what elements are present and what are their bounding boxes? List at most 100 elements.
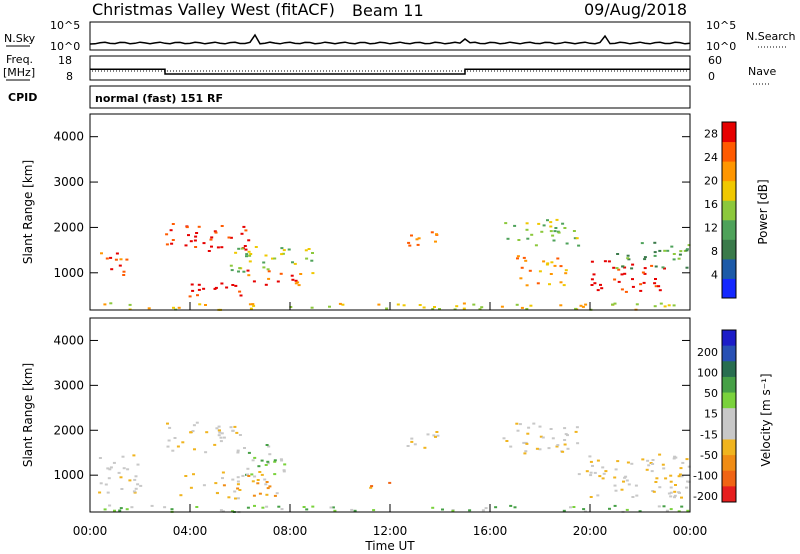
power-scatter-cell (262, 266, 266, 269)
velocity-scatter-cell (241, 474, 245, 477)
power-scatter-cell (573, 237, 577, 240)
power-scatter-cell (189, 240, 193, 243)
power-scatter-cell (620, 273, 624, 276)
power-scatter-cell (542, 260, 546, 263)
velocity-scatter-cell (311, 505, 315, 508)
power-scatter-cell (654, 285, 658, 288)
station-title: Christmas Valley West (fitACF) (92, 0, 335, 19)
power-scatter-cell (216, 246, 220, 249)
power-scatter-cell (417, 237, 421, 240)
noise-panel: N.Sky 10^5 10^0 10^5 10^0 N.Search (4, 19, 796, 53)
velocity-scatter-cell (260, 473, 264, 476)
velocity-scatter-cell (106, 467, 110, 470)
power-scatter-cell (240, 247, 244, 250)
velocity-scatter-cell (184, 475, 188, 477)
power-scatter-cell (237, 247, 241, 250)
power-scatter-cell (590, 284, 594, 286)
velocity-scatter-cell (221, 471, 225, 474)
power-scatter-cell (110, 268, 114, 271)
power-scatter-cell (171, 239, 175, 241)
velocity-scatter-cell (181, 441, 185, 444)
xtick-label: 00:00 (673, 524, 708, 538)
power-scatter-cell (252, 304, 256, 307)
velocity-scatter-cell (302, 506, 306, 508)
power-scatter-cell (267, 277, 271, 280)
velocity-scatter-cell (494, 506, 498, 509)
power-scatter-cell (231, 284, 235, 286)
velocity-scatter-cell (109, 466, 113, 469)
power-scatter-cell (122, 274, 126, 276)
velocity-scatter-cell (136, 483, 140, 486)
velocity-scatter-cell (525, 442, 529, 445)
power-scatter-cell (242, 270, 246, 273)
velocity-scatter-cell (280, 508, 284, 511)
noise-left-tick-bottom: 10^0 (50, 40, 80, 53)
velocity-scatter-cell (246, 506, 250, 509)
power-scatter-cell (520, 306, 524, 309)
power-scatter-cell (296, 281, 300, 284)
power-scatter-cell (552, 239, 556, 242)
power-scatter-cell (204, 304, 207, 306)
power-colorbar: 4 8 12 16 20 24 28 (704, 121, 737, 299)
power-scatter-cell (640, 242, 644, 245)
power-scatter-cell (197, 283, 201, 286)
velocity-scatter-cell (251, 459, 255, 462)
velocity-scatter-cell (134, 487, 138, 490)
power-scatter-cell (661, 266, 665, 269)
velocity-scatter-cell (261, 506, 265, 509)
velocity-scatter-cell (273, 473, 277, 476)
power-scatter-cell (125, 258, 129, 261)
velocity-colorbar-label: Velocity [m s⁻¹] (759, 373, 773, 466)
power-scatter-cell (433, 306, 436, 308)
power-scatter-cell (415, 238, 419, 241)
velocity-scatter-cell (589, 496, 593, 498)
power-scatter-cell (549, 230, 553, 233)
velocity-scatter-cell (658, 453, 662, 456)
power-scatter-cell (244, 229, 248, 232)
power-scatter-cell (666, 249, 670, 252)
velocity-scatter-cell (638, 510, 642, 513)
power-scatter-cell (434, 240, 437, 243)
velocity-scatter-cell (434, 435, 437, 438)
velocity-scatter-cell (231, 478, 235, 481)
velocity-scatter-cell (170, 508, 174, 511)
power-scatter-cell (455, 305, 459, 308)
power-colorbar-swatch (722, 258, 736, 279)
velocity-scatter-cell (229, 426, 233, 429)
velocity-scatter-cell (277, 505, 281, 508)
freq-label-line2: [MHz] (3, 66, 35, 79)
power-scatter-cell (169, 229, 173, 232)
power-scatter-cell (240, 232, 244, 235)
velocity-scatter-cell (236, 476, 240, 479)
velocity-scatter-cell (251, 480, 255, 483)
velocity-scatter-cell (176, 445, 180, 448)
power-scatter-cell (500, 305, 504, 308)
velocity-scatter-cell (369, 486, 373, 489)
power-scatter-cell (220, 246, 224, 249)
power-scatter-cell (229, 264, 233, 267)
power-scatter-cell (220, 225, 224, 227)
velocity-scatter-cell (231, 429, 235, 432)
velocity-scatter-cell (119, 507, 123, 510)
power-scatter-cell (504, 222, 508, 225)
velocity-scatter-cell (604, 470, 608, 473)
velocity-scatter-cell (673, 494, 677, 497)
power-scatter-cell (672, 304, 676, 307)
power-scatter-cell (613, 278, 617, 281)
power-yticks: 1000 2000 3000 4000 (53, 130, 690, 280)
velocity-scatter-cell (513, 506, 517, 509)
power-scatter-cell (663, 305, 667, 308)
power-scatter-cell (341, 303, 345, 306)
velocity-scatter-cell (651, 490, 655, 492)
power-scatter-cell (238, 267, 242, 270)
power-scatter-cell (305, 257, 309, 260)
velocity-scatter-cell (680, 505, 684, 508)
power-scatter-cell (254, 246, 258, 248)
power-scatter-cell (653, 241, 657, 244)
power-scatter-cell (631, 263, 635, 266)
velocity-scatter-cell (522, 441, 526, 444)
velocity-scatter-cell (195, 506, 199, 508)
velocity-scatter-cell (219, 440, 223, 443)
velocity-scatter-cell (108, 504, 112, 507)
power-scatter-cell (525, 222, 529, 225)
